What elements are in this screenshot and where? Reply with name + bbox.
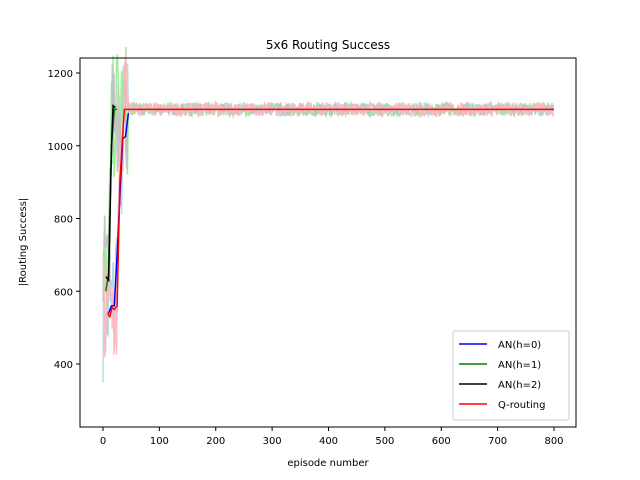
y-tick-label: 600	[54, 287, 73, 298]
series-line	[105, 104, 116, 283]
x-tick-label: 0	[100, 436, 106, 447]
legend-label: Q-routing	[498, 400, 546, 411]
x-tick-label: 100	[150, 436, 169, 447]
legend-label: AN(h=1)	[498, 360, 541, 371]
x-tick-label: 300	[263, 436, 282, 447]
x-tick-label: 600	[432, 436, 451, 447]
x-tick-label: 700	[488, 436, 507, 447]
legend: AN(h=0) AN(h=1) AN(h=2) Q-routing	[452, 330, 570, 421]
x-axis-label: episode number	[287, 458, 369, 469]
y-tick-label: 1000	[48, 142, 73, 153]
x-tick-label: 800	[544, 436, 563, 447]
y-axis-ticks: 400 600 800 1000 1200	[48, 69, 80, 371]
raw-series-line	[102, 46, 555, 335]
y-axis-label: |Routing Success|	[18, 198, 29, 287]
y-tick-label: 400	[54, 360, 73, 371]
x-tick-label: 400	[319, 436, 338, 447]
x-tick-label: 500	[375, 436, 394, 447]
y-tick-label: 1200	[48, 69, 73, 80]
series-lines	[105, 104, 554, 319]
legend-box	[452, 330, 570, 421]
legend-label: AN(h=2)	[498, 380, 541, 391]
x-tick-label: 200	[206, 436, 225, 447]
legend-label: AN(h=0)	[498, 340, 541, 351]
chart-title: 5x6 Routing Success	[266, 38, 390, 52]
raw-series-line	[102, 51, 555, 358]
raw-series-line	[102, 61, 554, 302]
series-line	[106, 108, 554, 319]
y-tick-label: 800	[54, 215, 73, 226]
x-axis-ticks: 0 100 200 300 400 500 600 700 800	[100, 427, 564, 447]
